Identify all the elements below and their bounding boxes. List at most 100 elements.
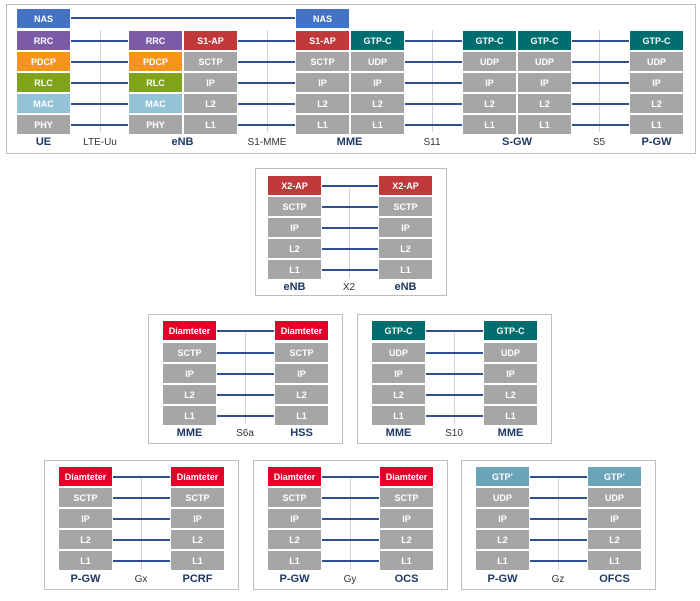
gy-right-diameter-layer: Diamteter <box>379 466 434 487</box>
gy-right-sctp-layer: SCTP <box>379 487 434 508</box>
s10-right-l1-layer: L1 <box>483 405 538 426</box>
s10-right-gtpc-layer: GTP-C <box>483 320 538 341</box>
gx-row0-line <box>113 476 170 478</box>
gy-divider <box>350 478 351 570</box>
s5-gtpc-peer-line <box>572 40 629 42</box>
s6a-left-ip-layer: IP <box>162 363 217 384</box>
gz-right-l2-layer: L2 <box>587 529 642 550</box>
gz-left-l2-layer: L2 <box>475 529 530 550</box>
s1-mme-divider <box>267 30 268 132</box>
enb-rlc-layer: RLC <box>128 72 183 93</box>
enb-l2-layer: L2 <box>183 93 238 114</box>
s6a-left-l2-layer: L2 <box>162 384 217 405</box>
s6a-row3-line <box>217 394 274 396</box>
mme-s1ap-layer: S1-AP <box>295 30 350 51</box>
gx-row4-line <box>113 560 170 562</box>
mme-r-ip-layer: IP <box>350 72 405 93</box>
s6a-right-ip-layer: IP <box>274 363 329 384</box>
sgw-left-udp-layer: UDP <box>462 51 517 72</box>
gy-right-l2-layer: L2 <box>379 529 434 550</box>
pgw-udp-layer: UDP <box>629 51 684 72</box>
gz-right-ip-layer: IP <box>587 508 642 529</box>
s5-ip-peer-line <box>572 82 629 84</box>
gx-right-diameter-layer: Diamteter <box>170 466 225 487</box>
gz-left-gtp-prime-layer: GTP’ <box>475 466 530 487</box>
gx-left-l2-layer: L2 <box>58 529 113 550</box>
x2-left-sctp-layer: SCTP <box>267 196 322 217</box>
x2-row1-line <box>322 206 378 208</box>
gx-row1-line <box>113 497 170 499</box>
gx-left-diameter-layer: Diamteter <box>58 466 113 487</box>
s6a-right-sctp-layer: SCTP <box>274 342 329 363</box>
s11-l2-peer-line <box>405 103 462 105</box>
gy-left-diameter-layer: Diamteter <box>267 466 322 487</box>
s10-interface-label: S10 <box>445 428 463 439</box>
ue-nas-layer: NAS <box>16 8 71 29</box>
s10-left-gtpc-layer: GTP-C <box>371 320 426 341</box>
enb-s1ap-layer: S1-AP <box>183 30 238 51</box>
interface-label-s5: S5 <box>592 137 606 148</box>
gz-row4-line <box>530 560 587 562</box>
ue-rlc-layer: RLC <box>16 72 71 93</box>
gx-left-sctp-layer: SCTP <box>58 487 113 508</box>
pdcp-peer-line <box>71 61 128 63</box>
gz-row2-line <box>530 518 587 520</box>
s6a-divider <box>245 332 246 424</box>
s10-row2-line <box>426 373 483 375</box>
enb-mac-layer: MAC <box>128 93 183 114</box>
mme-sctp-layer: SCTP <box>295 51 350 72</box>
x2-divider <box>349 188 350 278</box>
pgw-l1-layer: L1 <box>629 114 684 135</box>
gx-right-sctp-layer: SCTP <box>170 487 225 508</box>
s11-ip-peer-line <box>405 82 462 84</box>
s10-left-l2-layer: L2 <box>371 384 426 405</box>
s10-row3-line <box>426 394 483 396</box>
x2-right-l2-layer: L2 <box>378 238 433 259</box>
gy-interface-label: Gy <box>343 574 357 585</box>
gz-right-gtp-prime-layer: GTP’ <box>587 466 642 487</box>
mme-ip-layer: IP <box>295 72 350 93</box>
enb-sctp-layer: SCTP <box>183 51 238 72</box>
gy-left-ip-layer: IP <box>267 508 322 529</box>
gy-row3-line <box>322 539 379 541</box>
node-label-mme: MME <box>336 136 363 148</box>
ue-mac-layer: MAC <box>16 93 71 114</box>
rlc-peer-line <box>71 82 128 84</box>
x2-interface-label: X2 <box>342 282 356 293</box>
gz-divider <box>558 478 559 570</box>
node-label-pgw: P-GW <box>641 136 672 148</box>
x2-right-l1-layer: L1 <box>378 259 433 280</box>
s6a-left-sctp-layer: SCTP <box>162 342 217 363</box>
x2-row3-line <box>322 248 378 250</box>
pgw-ip-layer: IP <box>629 72 684 93</box>
gz-right-node-label: OFCS <box>599 573 630 585</box>
mme-l1-layer: L1 <box>295 114 350 135</box>
pgw-l2-layer: L2 <box>629 93 684 114</box>
s10-right-node-label: MME <box>497 427 524 439</box>
mme-gtpc-layer: GTP-C <box>350 30 405 51</box>
s10-row4-line <box>426 415 483 417</box>
gz-row3-line <box>530 539 587 541</box>
gy-left-sctp-layer: SCTP <box>267 487 322 508</box>
x2-right-ip-layer: IP <box>378 217 433 238</box>
lte-uu-divider <box>100 30 101 132</box>
mme-l2-layer: L2 <box>295 93 350 114</box>
s1-l1-peer-line <box>238 124 295 126</box>
sgw-left-l1-layer: L1 <box>462 114 517 135</box>
gy-left-l2-layer: L2 <box>267 529 322 550</box>
x2-left-l1-layer: L1 <box>267 259 322 280</box>
s11-gtpc-peer-line <box>405 40 462 42</box>
s6a-right-l1-layer: L1 <box>274 405 329 426</box>
s6a-left-diameter-layer: Diamteter <box>162 320 217 341</box>
gz-row1-line <box>530 497 587 499</box>
gx-interface-label: Gx <box>134 574 148 585</box>
sgw-left-gtpc-layer: GTP-C <box>462 30 517 51</box>
gx-left-node-label: P-GW <box>70 573 101 585</box>
mme-nas-layer: NAS <box>295 8 350 29</box>
s1-l2-peer-line <box>238 103 295 105</box>
interface-label-s1-mme: S1-MME <box>247 137 287 148</box>
pgw-gtpc-layer: GTP-C <box>629 30 684 51</box>
s5-udp-peer-line <box>572 61 629 63</box>
s5-divider <box>599 30 600 132</box>
s6a-right-node-label: HSS <box>290 427 313 439</box>
